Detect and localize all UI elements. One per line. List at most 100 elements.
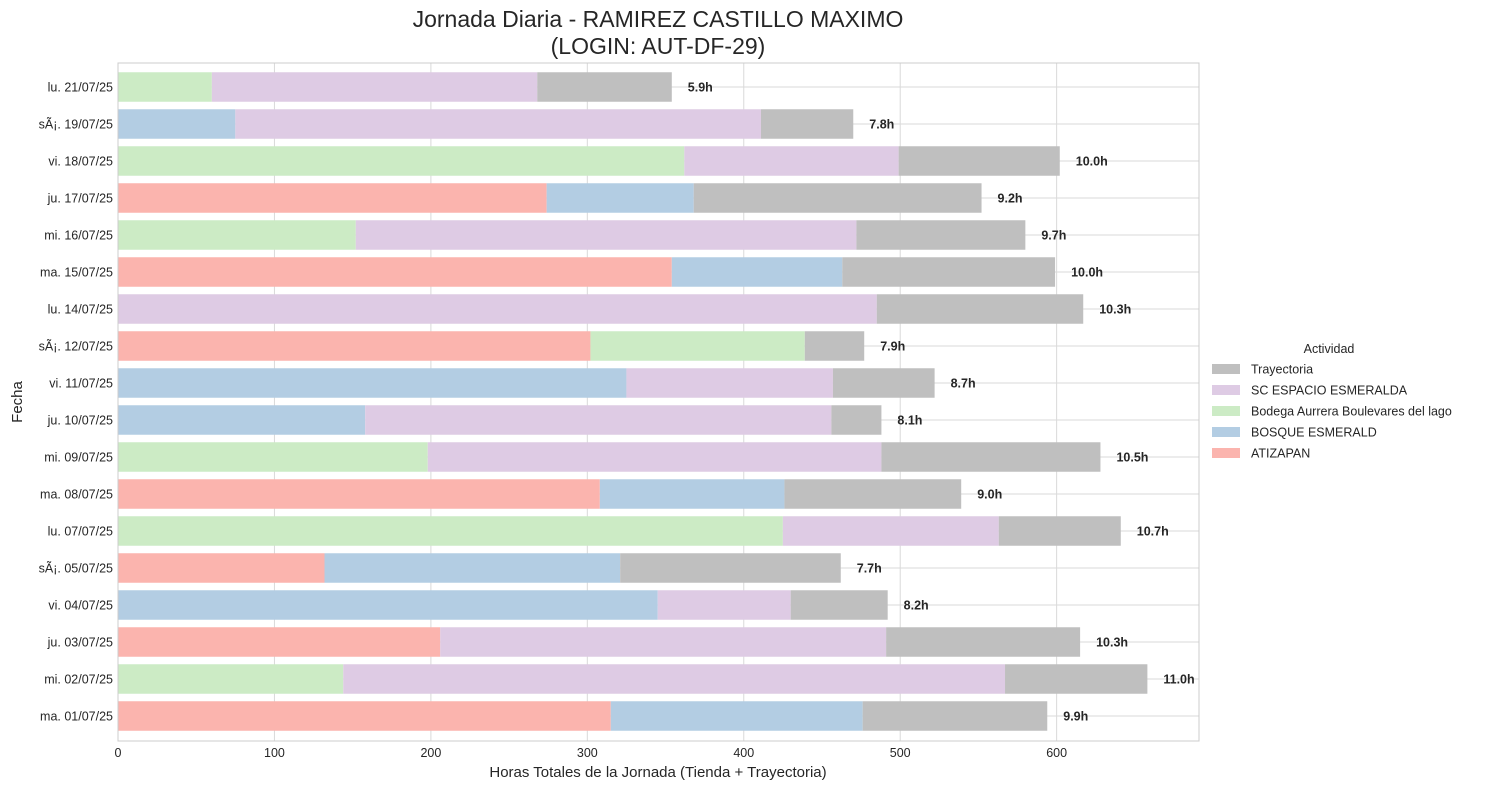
bar-total-label: 10.5h — [1116, 451, 1148, 465]
bar-segment — [1005, 664, 1148, 694]
bar-segment — [886, 627, 1081, 657]
bar-segment — [118, 183, 547, 213]
y-tick-label: vi. 11/07/25 — [49, 377, 113, 391]
bar-total-label: 9.0h — [977, 488, 1002, 502]
bar-segment — [898, 146, 1060, 176]
bar-segment — [118, 405, 366, 435]
bar-segment — [620, 553, 841, 583]
bar-total-label: 9.2h — [998, 192, 1023, 206]
bar-segment — [440, 627, 887, 657]
bar-segment — [211, 72, 538, 102]
bar-total-label: 5.9h — [688, 81, 713, 95]
bar-segment — [118, 701, 611, 731]
bar-segment — [657, 590, 791, 620]
x-tick-label: 500 — [890, 746, 911, 760]
bar-total-label: 10.0h — [1071, 266, 1103, 280]
y-tick-label: mi. 09/07/25 — [44, 451, 113, 465]
legend-swatch — [1212, 364, 1240, 374]
bar-segment — [118, 294, 877, 324]
y-tick-label: vi. 04/07/25 — [48, 599, 113, 613]
bar-total-label: 9.7h — [1041, 229, 1066, 243]
x-tick-labels: 0 100 200 300 400 500 600 — [115, 746, 1068, 760]
legend-swatch — [1212, 406, 1240, 416]
y-tick-label: mi. 02/07/25 — [44, 673, 113, 687]
bar-total-label: 7.7h — [857, 562, 882, 576]
bar-segment — [365, 405, 832, 435]
bar-segment — [998, 516, 1121, 546]
bar-segment — [881, 442, 1101, 472]
y-tick-label: mi. 16/07/25 — [44, 229, 113, 243]
y-tick-label: vi. 18/07/25 — [48, 155, 113, 169]
y-tick-label: lu. 21/07/25 — [48, 81, 113, 95]
bar-segment — [118, 516, 783, 546]
x-tick-label: 300 — [577, 746, 598, 760]
y-tick-label: ju. 03/07/25 — [47, 636, 113, 650]
bar-segment — [693, 183, 982, 213]
bar-total-label: 11.0h — [1163, 673, 1194, 687]
legend-entry-label: Trayectoria — [1251, 363, 1313, 377]
y-tick-label: ma. 08/07/25 — [40, 488, 113, 502]
bars-group — [118, 72, 1148, 731]
plot-frame — [117, 62, 1200, 742]
bar-segment — [118, 368, 627, 398]
bar-total-label: 10.3h — [1099, 303, 1131, 317]
bar-segment — [118, 257, 672, 287]
bar-segment — [118, 479, 600, 509]
legend-swatch — [1212, 448, 1240, 458]
y-tick-label: sÃ¡. 05/07/25 — [39, 562, 113, 576]
bar-segment — [671, 257, 843, 287]
y-tick-labels: lu. 21/07/25 sÃ¡. 19/07/25 vi. 18/07/25 ju.… — [39, 81, 113, 724]
bar-segment — [235, 109, 761, 139]
bar-segment — [831, 405, 882, 435]
x-tick-label: 600 — [1046, 746, 1067, 760]
legend-entry-label: SC ESPACIO ESMERALDA — [1251, 384, 1408, 398]
bar-segment — [118, 553, 325, 583]
x-tick-label: 200 — [420, 746, 441, 760]
bar-segment — [118, 331, 591, 361]
y-tick-label: sÃ¡. 19/07/25 — [39, 118, 113, 132]
bar-segment — [684, 146, 899, 176]
bar-segment — [790, 590, 888, 620]
y-tick-label: ma. 01/07/25 — [40, 710, 113, 724]
x-tick-label: 100 — [264, 746, 285, 760]
bar-segment — [610, 701, 863, 731]
bar-segment — [760, 109, 854, 139]
bar-segment — [118, 220, 356, 250]
bar-segment — [324, 553, 621, 583]
bar-total-label: 10.7h — [1137, 525, 1169, 539]
bar-total-label: 8.2h — [904, 599, 929, 613]
bar-segment — [537, 72, 672, 102]
bar-segment — [355, 220, 857, 250]
bar-total-label: 7.8h — [869, 118, 894, 132]
bar-segment — [118, 72, 212, 102]
bar-segment — [804, 331, 865, 361]
legend-entry-label: Bodega Aurrera Boulevares del lago — [1251, 405, 1452, 419]
bar-segment — [343, 664, 1006, 694]
x-axis-label: Horas Totales de la Jornada (Tienda + Tr… — [489, 764, 826, 781]
chart-subtitle: (LOGIN: AUT-DF-29) — [551, 33, 766, 59]
bar-total-label: 10.0h — [1076, 155, 1108, 169]
bar-total-label: 9.9h — [1063, 710, 1088, 724]
bar-segment — [784, 479, 962, 509]
bar-segment — [546, 183, 694, 213]
y-tick-label: lu. 07/07/25 — [48, 525, 113, 539]
legend-entry-label: BOSQUE ESMERALD — [1251, 426, 1377, 440]
bar-segment — [782, 516, 999, 546]
y-axis-label: Fecha — [9, 381, 26, 423]
bar-segment — [427, 442, 882, 472]
bar-segment — [118, 627, 441, 657]
legend: Actividad Trayectoria SC ESPACIO ESMERALD… — [1212, 342, 1452, 461]
bar-total-label: 8.7h — [951, 377, 976, 391]
y-tick-label: ju. 10/07/25 — [47, 414, 113, 428]
bar-segment — [118, 146, 685, 176]
bar-segment — [856, 220, 1026, 250]
bar-segment — [118, 590, 658, 620]
y-tick-label: ju. 17/07/25 — [47, 192, 113, 206]
bar-segment — [590, 331, 805, 361]
legend-swatch — [1212, 385, 1240, 395]
y-tick-label: lu. 14/07/25 — [48, 303, 113, 317]
bar-segment — [118, 442, 428, 472]
bar-total-label: 7.9h — [880, 340, 905, 354]
chart-title: Jornada Diaria - RAMIREZ CASTILLO MAXIMO — [413, 6, 904, 32]
